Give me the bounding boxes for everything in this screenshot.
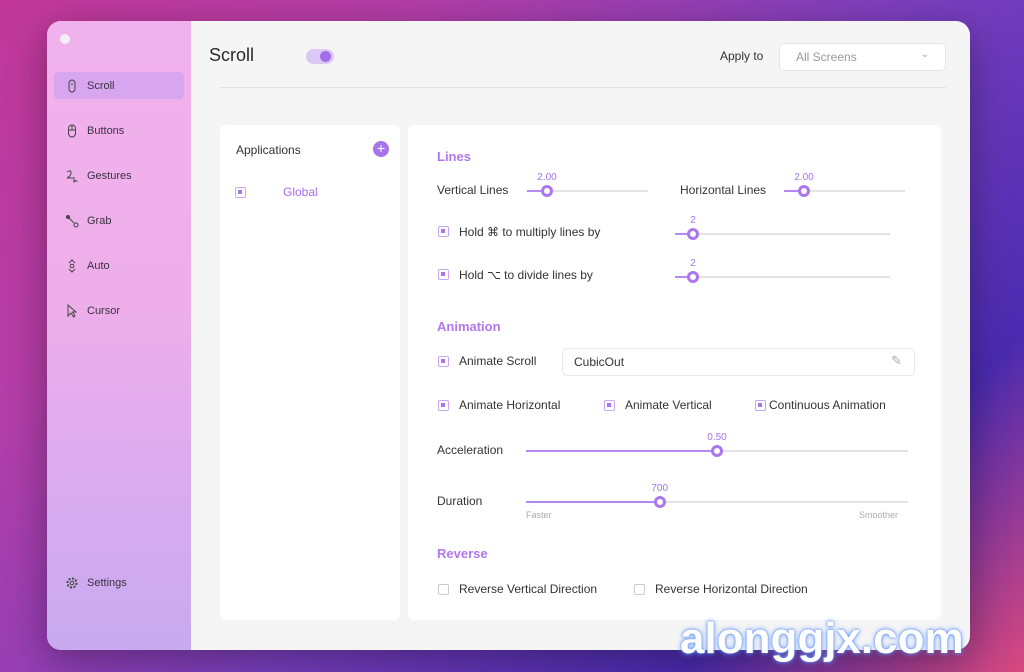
applications-title: Applications <box>236 143 301 157</box>
sidebar-item-grab[interactable]: Grab <box>54 207 184 234</box>
sidebar-item-auto[interactable]: Auto <box>54 252 184 279</box>
grab-icon <box>66 214 79 227</box>
gear-icon <box>66 577 78 588</box>
gesture-icon <box>66 169 78 183</box>
reverse-heading: Reverse <box>437 546 488 561</box>
animate-scroll-checkbox[interactable] <box>438 356 449 367</box>
mouse-scroll-icon <box>68 79 76 92</box>
sidebar: Scroll Buttons Gestures Grab Auto Cursor… <box>47 21 191 650</box>
apply-to-dropdown[interactable]: All Screens ⌄ <box>779 43 946 71</box>
enable-toggle[interactable] <box>306 49 334 64</box>
window-close-button[interactable] <box>60 34 70 44</box>
pencil-icon[interactable]: ✎ <box>891 353 902 368</box>
sidebar-item-cursor[interactable]: Cursor <box>54 297 184 324</box>
app-window: Scroll Buttons Gestures Grab Auto Cursor… <box>47 21 970 650</box>
mouse-icon <box>68 124 76 137</box>
multiply-label: Hold ⌘ to multiply lines by <box>459 225 601 239</box>
settings-panel: Lines Vertical Lines 2.00 Horizontal Lin… <box>408 125 941 620</box>
global-checkbox[interactable] <box>235 187 246 198</box>
reverse-vertical-checkbox[interactable] <box>438 584 449 595</box>
divide-label: Hold ⌥ to divide lines by <box>459 268 593 282</box>
horizontal-lines-slider[interactable]: 2.00 <box>784 172 905 197</box>
acceleration-slider[interactable]: 0.50 <box>526 432 908 457</box>
continuous-animation-checkbox[interactable] <box>755 400 766 411</box>
add-application-button[interactable]: + <box>373 141 389 157</box>
watermark: alonggjx.com <box>680 614 964 663</box>
divide-checkbox[interactable] <box>438 269 449 280</box>
vertical-lines-slider[interactable]: 2.00 <box>527 172 648 197</box>
application-item-global[interactable]: Global <box>234 185 394 201</box>
animation-heading: Animation <box>437 319 501 334</box>
divide-slider[interactable]: 2 <box>675 258 890 283</box>
divider <box>219 87 946 88</box>
sidebar-item-buttons[interactable]: Buttons <box>54 117 184 144</box>
reverse-horizontal-checkbox[interactable] <box>634 584 645 595</box>
apply-to-label: Apply to <box>720 49 764 63</box>
chevron-down-icon: ⌄ <box>920 49 929 60</box>
multiply-slider[interactable]: 2 <box>675 215 890 240</box>
sidebar-item-settings[interactable]: Settings <box>54 569 184 596</box>
vertical-lines-label: Vertical Lines <box>437 183 509 197</box>
lines-heading: Lines <box>437 149 471 164</box>
auto-scroll-icon <box>68 258 76 273</box>
applications-panel: Applications + Global <box>220 125 400 620</box>
horizontal-lines-label: Horizontal Lines <box>680 183 767 197</box>
duration-slider[interactable]: 700 <box>526 483 908 508</box>
curve-input[interactable]: CubicOut ✎ <box>562 348 915 376</box>
page-title: Scroll <box>209 45 255 65</box>
animate-horizontal-checkbox[interactable] <box>438 400 449 411</box>
animate-vertical-checkbox[interactable] <box>604 400 615 411</box>
sidebar-item-gestures[interactable]: Gestures <box>54 162 184 189</box>
cursor-icon <box>67 303 78 318</box>
sidebar-item-scroll[interactable]: Scroll <box>54 72 184 99</box>
multiply-checkbox[interactable] <box>438 226 449 237</box>
